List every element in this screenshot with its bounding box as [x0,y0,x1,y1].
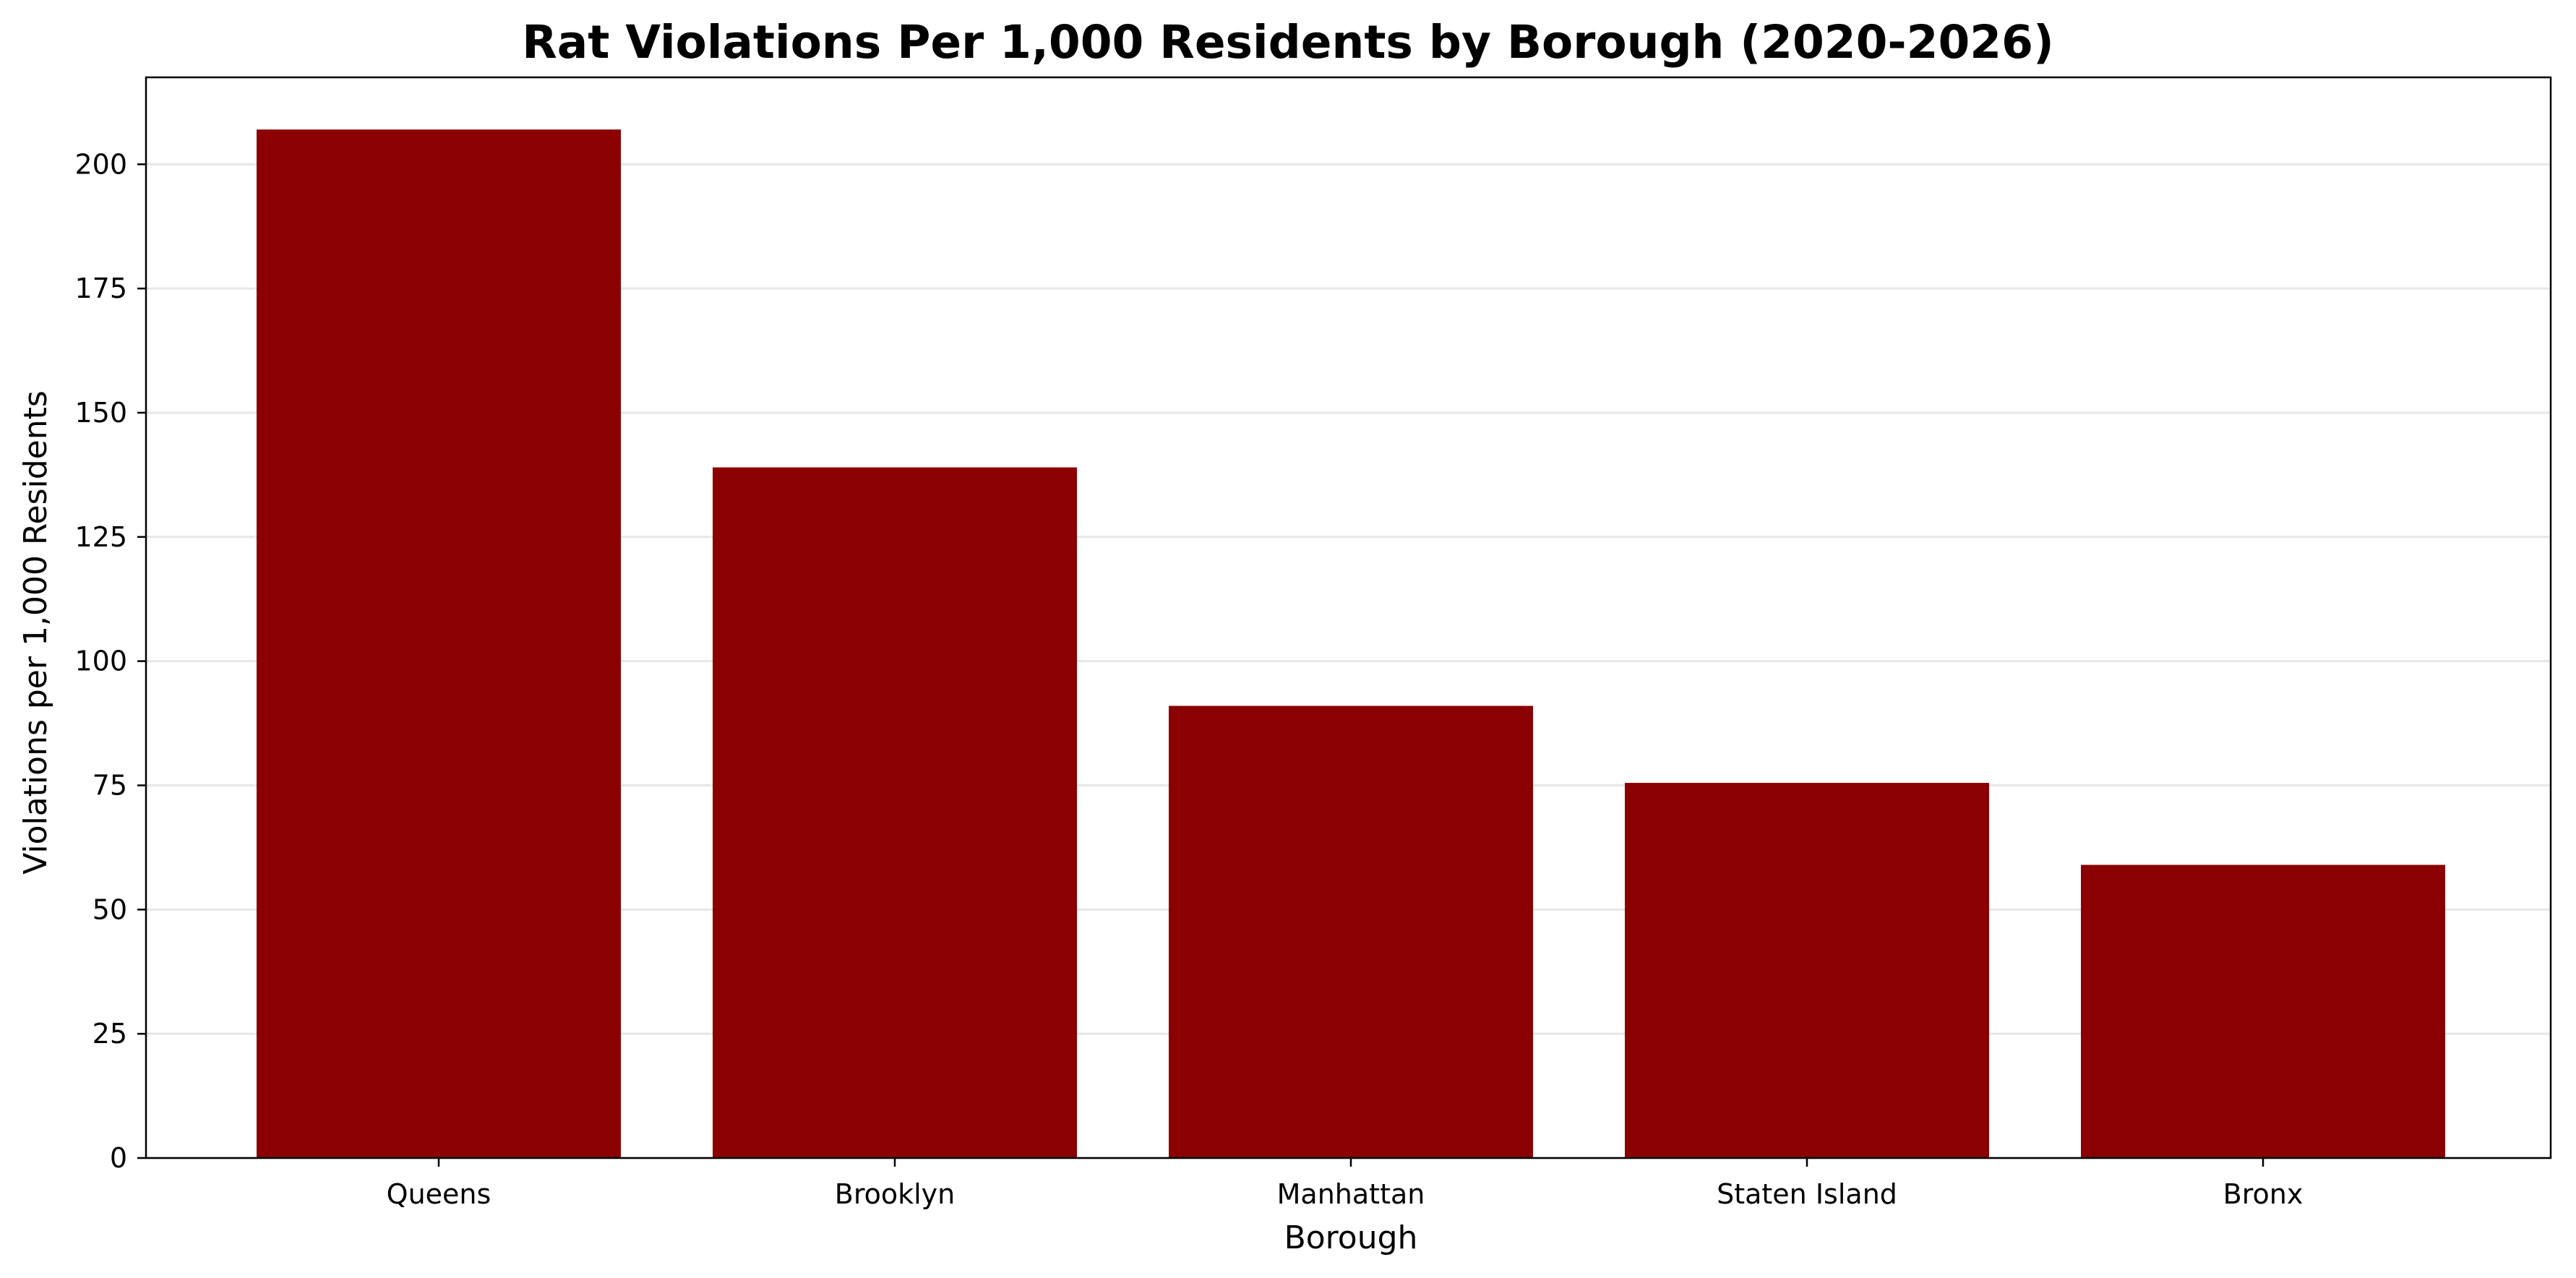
y-tick-label: 75 [93,769,127,801]
x-axis-ticks: Queens Brooklyn Manhattan Staten Island Bron… [387,1158,2304,1210]
x-tick-label: Bronx [2223,1178,2304,1210]
y-axis-ticks: 0 25 50 75 100 125 150 175 200 [74,148,146,1174]
y-tick-label: 25 [93,1018,127,1050]
bar-layer [257,129,2445,1159]
bar-staten-island [1625,783,1989,1158]
bar-brooklyn [713,467,1077,1158]
y-tick-label: 150 [74,397,127,429]
y-tick-label: 200 [74,148,127,180]
x-tick-label: Manhattan [1277,1178,1425,1210]
bar-bronx [2081,865,2445,1158]
x-axis-label: Borough [1284,1219,1418,1256]
chart-title: Rat Violations Per 1,000 Residents by Bo… [522,16,2054,69]
bar-queens [257,129,621,1159]
bar-manhattan [1169,706,1533,1158]
y-tick-label: 0 [110,1142,127,1174]
x-tick-label: Queens [387,1178,491,1210]
y-tick-label: 100 [74,646,127,677]
y-tick-label: 175 [74,273,127,304]
x-tick-label: Brooklyn [835,1178,956,1210]
y-tick-label: 50 [93,893,127,925]
x-tick-label: Staten Island [1717,1178,1897,1210]
y-axis-label: Violations per 1,000 Residents [17,390,54,875]
plot-frame [145,76,2552,1159]
y-tick-label: 125 [74,521,127,553]
